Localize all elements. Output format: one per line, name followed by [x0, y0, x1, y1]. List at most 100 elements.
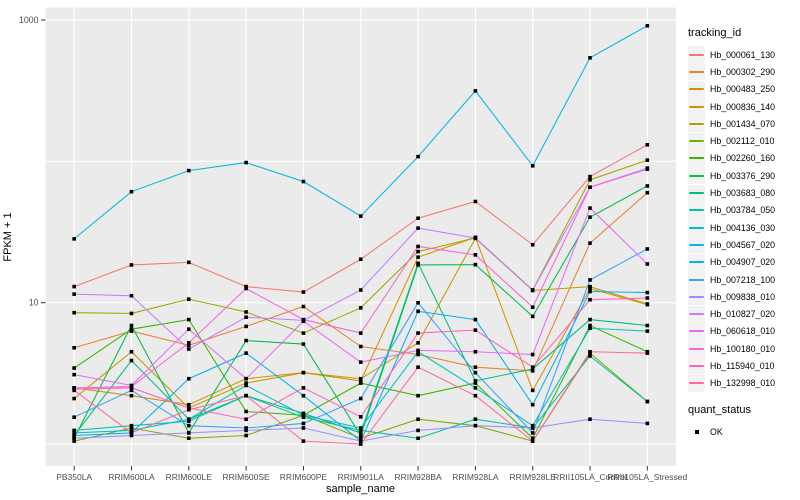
- legend-item-label: Hb_003683_080: [710, 188, 776, 199]
- data-point: [129, 388, 134, 393]
- data-point: [473, 253, 478, 257]
- data-point: [588, 297, 592, 302]
- legend-item-label: Hb_007218_100: [710, 274, 776, 285]
- data-point: [186, 423, 191, 428]
- data-point: [416, 244, 420, 249]
- data-point: [72, 439, 76, 443]
- legend-item-label: Hb_115940_010: [710, 360, 775, 371]
- data-point: [473, 365, 478, 369]
- data-point: [186, 341, 191, 345]
- data-point: [473, 89, 478, 93]
- data-point: [588, 323, 592, 328]
- legend-item: Hb_009838_010: [688, 288, 798, 306]
- data-point: [301, 290, 306, 294]
- data-point: [72, 292, 76, 296]
- legend-item-label: Hb_004907_020: [710, 257, 776, 268]
- data-point: [416, 300, 420, 305]
- legend-item: Hb_100180_010: [688, 340, 798, 358]
- data-point: [588, 349, 592, 354]
- legend-key-line-icon: [688, 115, 705, 133]
- data-point: [301, 411, 306, 416]
- legend-item: Hb_003376_290: [688, 167, 798, 185]
- legend-item: Hb_000302_290: [688, 63, 798, 81]
- data-point: [588, 178, 592, 182]
- data-point: [72, 345, 76, 350]
- data-point: [186, 417, 191, 422]
- data-point: [530, 163, 535, 168]
- legend-key-line-icon: [688, 46, 705, 64]
- x-tick-label: RRIM600PE: [280, 472, 328, 482]
- data-point: [301, 331, 306, 335]
- data-point: [530, 402, 535, 407]
- data-point: [358, 414, 363, 419]
- legend-item: Hb_000836_140: [688, 98, 798, 116]
- data-point: [416, 216, 420, 221]
- data-point: [588, 326, 592, 331]
- data-point: [358, 376, 363, 381]
- data-point: [129, 311, 134, 316]
- data-point: [244, 393, 248, 398]
- data-point: [530, 314, 535, 319]
- data-point: [416, 255, 420, 259]
- data-point: [473, 349, 478, 354]
- data-point: [186, 260, 191, 265]
- data-point: [473, 370, 478, 375]
- data-point: [301, 421, 306, 426]
- data-point: [358, 433, 363, 438]
- legend-item-label: Hb_000061_130: [710, 49, 776, 60]
- legend-item-label: Hb_002112_010: [710, 136, 775, 147]
- data-point: [129, 431, 134, 435]
- data-point: [416, 436, 420, 441]
- y-axis-title: FPKM + 1: [2, 212, 14, 262]
- x-tick-label: RRII105LA_Control: [553, 472, 627, 482]
- data-point: [358, 439, 363, 443]
- data-point: [129, 263, 134, 267]
- data-point: [72, 284, 76, 289]
- legend-item-label: Hb_000483_250: [710, 84, 776, 95]
- data-point: [358, 360, 363, 364]
- data-point: [72, 366, 76, 370]
- data-point: [416, 428, 420, 433]
- legend-item-label: Hb_100180_010: [710, 343, 776, 354]
- data-point: [588, 55, 592, 60]
- data-point: [72, 433, 76, 438]
- data-point: [588, 317, 592, 322]
- legend-item-label: Hb_000836_140: [710, 101, 776, 112]
- legend-key-line-icon: [688, 63, 705, 81]
- data-point: [301, 413, 306, 418]
- data-point: [358, 379, 363, 383]
- data-point: [416, 309, 420, 314]
- data-point: [645, 329, 650, 333]
- data-point: [244, 409, 248, 414]
- data-point: [588, 215, 592, 219]
- x-tick-label: RRIM928LA: [452, 472, 499, 482]
- legend-key-line-icon: [688, 80, 705, 98]
- data-point: [473, 379, 478, 383]
- legend-item: Hb_002112_010: [688, 132, 798, 150]
- data-point: [301, 342, 306, 346]
- data-point: [358, 428, 363, 433]
- legend-item: Hb_000061_130: [688, 46, 798, 64]
- legend-item-label: Hb_001434_070: [710, 118, 776, 129]
- data-point: [129, 329, 134, 333]
- data-point: [301, 393, 306, 398]
- data-point: [645, 351, 650, 355]
- data-point: [72, 415, 76, 419]
- legend-key-line-icon: [688, 253, 705, 271]
- legend-item-label: Hb_132998_010: [710, 378, 776, 389]
- data-point: [244, 160, 248, 165]
- data-point: [358, 288, 363, 292]
- y-tick-label: 1000: [19, 15, 39, 25]
- data-point: [645, 23, 650, 28]
- legend-item-label: Hb_002260_160: [710, 153, 776, 164]
- data-point: [244, 286, 248, 291]
- data-point: [588, 278, 592, 282]
- data-point: [588, 354, 592, 358]
- data-point: [416, 348, 420, 353]
- legend-item: Hb_004907_020: [688, 253, 798, 271]
- legend-item: Hb_003683_080: [688, 184, 798, 202]
- data-point: [129, 327, 134, 331]
- data-point: [244, 351, 248, 355]
- data-point: [244, 324, 248, 329]
- data-point: [588, 417, 592, 422]
